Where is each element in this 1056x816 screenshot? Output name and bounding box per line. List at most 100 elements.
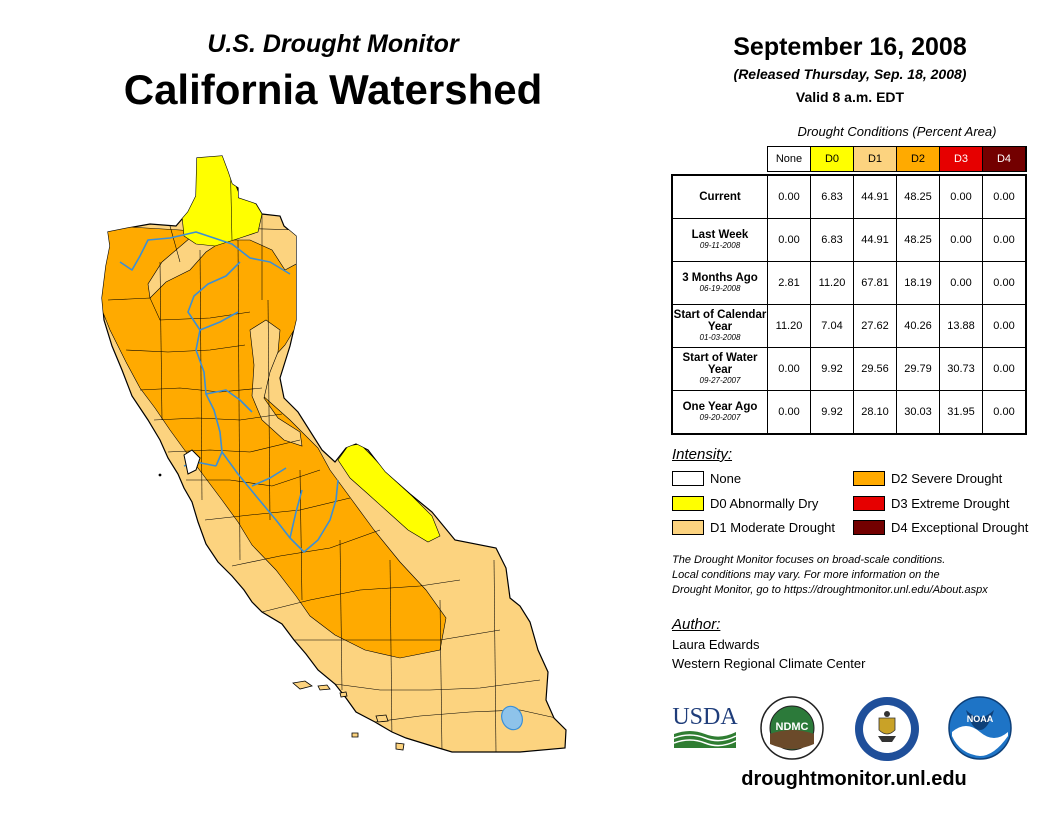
valid-time: Valid 8 a.m. EDT (795, 89, 905, 105)
table-cell: 29.56 (853, 347, 897, 391)
table-row: Start of Water Year 09-27-2007 0.00 9.92 … (671, 347, 1027, 391)
row-label: Start of Calendar Year 01-03-2008 (671, 304, 768, 348)
table-cell: 28.10 (853, 390, 897, 435)
column-header-d4: D4 (982, 146, 1027, 172)
usda-logo: USDA (672, 704, 738, 748)
table-row: Last Week 09-11-2008 0.00 6.83 44.91 48.2… (671, 218, 1027, 262)
svg-text:USDA: USDA (672, 704, 738, 730)
row-label: 3 Months Ago 06-19-2008 (671, 261, 768, 305)
table-cell: 48.25 (896, 174, 940, 219)
table-cell: 44.91 (853, 174, 897, 219)
table-cell: 11.20 (767, 304, 811, 348)
table-row: 3 Months Ago 06-19-2008 2.81 11.20 67.81 … (671, 261, 1027, 305)
column-header-d1: D1 (853, 146, 897, 172)
california-watershed-map (101, 155, 567, 753)
bay-area (183, 449, 201, 475)
legend-swatch-d2 (853, 471, 885, 486)
drought-conditions-table: None D0 D1 D2 D3 D4 Current 0.00 6.83 44… (671, 146, 1027, 435)
legend-heading: Intensity: (672, 446, 733, 463)
svg-text:NDMC: NDMC (776, 721, 809, 733)
table-cell: 0.00 (982, 174, 1027, 219)
column-header-none: None (767, 146, 811, 172)
legend-item-d2: D2 Severe Drought (853, 470, 1002, 487)
row-label: Start of Water Year 09-27-2007 (671, 347, 768, 391)
table-cell: 9.92 (810, 390, 854, 435)
table-cell: 0.00 (767, 347, 811, 391)
legend-label: D2 Severe Drought (891, 471, 1003, 486)
table-cell: 0.00 (982, 304, 1027, 348)
legend-swatch-d3 (853, 496, 885, 511)
table-caption: Drought Conditions (Percent Area) (797, 124, 997, 139)
row-label: Last Week 09-11-2008 (671, 218, 768, 262)
legend-label: D3 Extreme Drought (891, 496, 1010, 511)
table-cell: 0.00 (982, 261, 1027, 305)
column-header-d2: D2 (896, 146, 940, 172)
table-cell: 0.00 (939, 174, 983, 219)
svg-text:NOAA: NOAA (967, 714, 994, 724)
row-label: Current (671, 174, 768, 219)
map-date: September 16, 2008 (733, 33, 967, 61)
legend-swatch-d0 (672, 496, 704, 511)
noaa-logo: NOAA (948, 696, 1012, 760)
table-cell: 0.00 (982, 218, 1027, 262)
county-boundaries (107, 156, 557, 752)
table-row: One Year Ago 09-20-2007 0.00 9.92 28.10 3… (671, 390, 1027, 435)
website-url[interactable]: droughtmonitor.unl.edu (741, 768, 967, 790)
legend-swatch-none (672, 471, 704, 486)
table-header-row: None D0 D1 D2 D3 D4 (672, 146, 1027, 172)
disclaimer-note: The Drought Monitor focuses on broad-sca… (672, 554, 988, 596)
release-date: (Released Thursday, Sep. 18, 2008) (733, 66, 967, 82)
legend-label: None (710, 471, 742, 486)
column-header-d3: D3 (939, 146, 983, 172)
commerce-seal-logo (855, 697, 919, 761)
table-cell: 0.00 (939, 261, 983, 305)
table-row: Current 0.00 6.83 44.91 48.25 0.00 0.00 (671, 174, 1027, 219)
legend-label: D0 Abnormally Dry (710, 496, 819, 511)
table-cell: 11.20 (810, 261, 854, 305)
legend-swatch-d4 (853, 520, 885, 535)
table-cell: 30.03 (896, 390, 940, 435)
legend-item-d1: D1 Moderate Drought (672, 519, 835, 536)
table-corner (672, 147, 768, 172)
table-row: Start of Calendar Year 01-03-2008 11.20 7… (671, 304, 1027, 348)
table-cell: 30.73 (939, 347, 983, 391)
table-cell: 27.62 (853, 304, 897, 348)
ndmc-logo: NDMC (760, 696, 824, 760)
legend-item-d3: D3 Extreme Drought (853, 495, 1010, 512)
table-cell: 0.00 (982, 390, 1027, 435)
author-heading: Author: (672, 616, 721, 633)
map-subtitle: U.S. Drought Monitor (207, 30, 459, 58)
legend-label: D4 Exceptional Drought (891, 520, 1029, 535)
table-cell: 7.04 (810, 304, 854, 348)
legend-item-none: None (672, 470, 741, 487)
author-organization: Western Regional Climate Center (672, 656, 866, 671)
table-cell: 48.25 (896, 218, 940, 262)
table-cell: 0.00 (767, 390, 811, 435)
table-cell: 18.19 (896, 261, 940, 305)
river-network (119, 231, 339, 553)
table-cell: 2.81 (767, 261, 811, 305)
legend-item-d4: D4 Exceptional Drought (853, 519, 1028, 536)
table-cell: 13.88 (939, 304, 983, 348)
author-name: Laura Edwards (672, 637, 760, 652)
legend-label: D1 Moderate Drought (710, 520, 836, 535)
table-cell: 6.83 (810, 218, 854, 262)
column-header-d0: D0 (810, 146, 854, 172)
legend-swatch-d1 (672, 520, 704, 535)
channel-islands (292, 680, 405, 751)
farallon-island (158, 473, 162, 477)
row-label: One Year Ago 09-20-2007 (671, 390, 768, 435)
table-cell: 0.00 (767, 174, 811, 219)
d1-sierra-foothills (249, 319, 303, 447)
salton-sea (501, 705, 523, 731)
table-cell: 67.81 (853, 261, 897, 305)
table-cell: 6.83 (810, 174, 854, 219)
table-cell: 9.92 (810, 347, 854, 391)
table-cell: 0.00 (767, 218, 811, 262)
d1-pocket-northeast (147, 227, 301, 299)
d0-region-north (181, 156, 263, 247)
table-cell: 0.00 (982, 347, 1027, 391)
table-cell: 29.79 (896, 347, 940, 391)
table-cell: 31.95 (939, 390, 983, 435)
table-cell: 0.00 (939, 218, 983, 262)
